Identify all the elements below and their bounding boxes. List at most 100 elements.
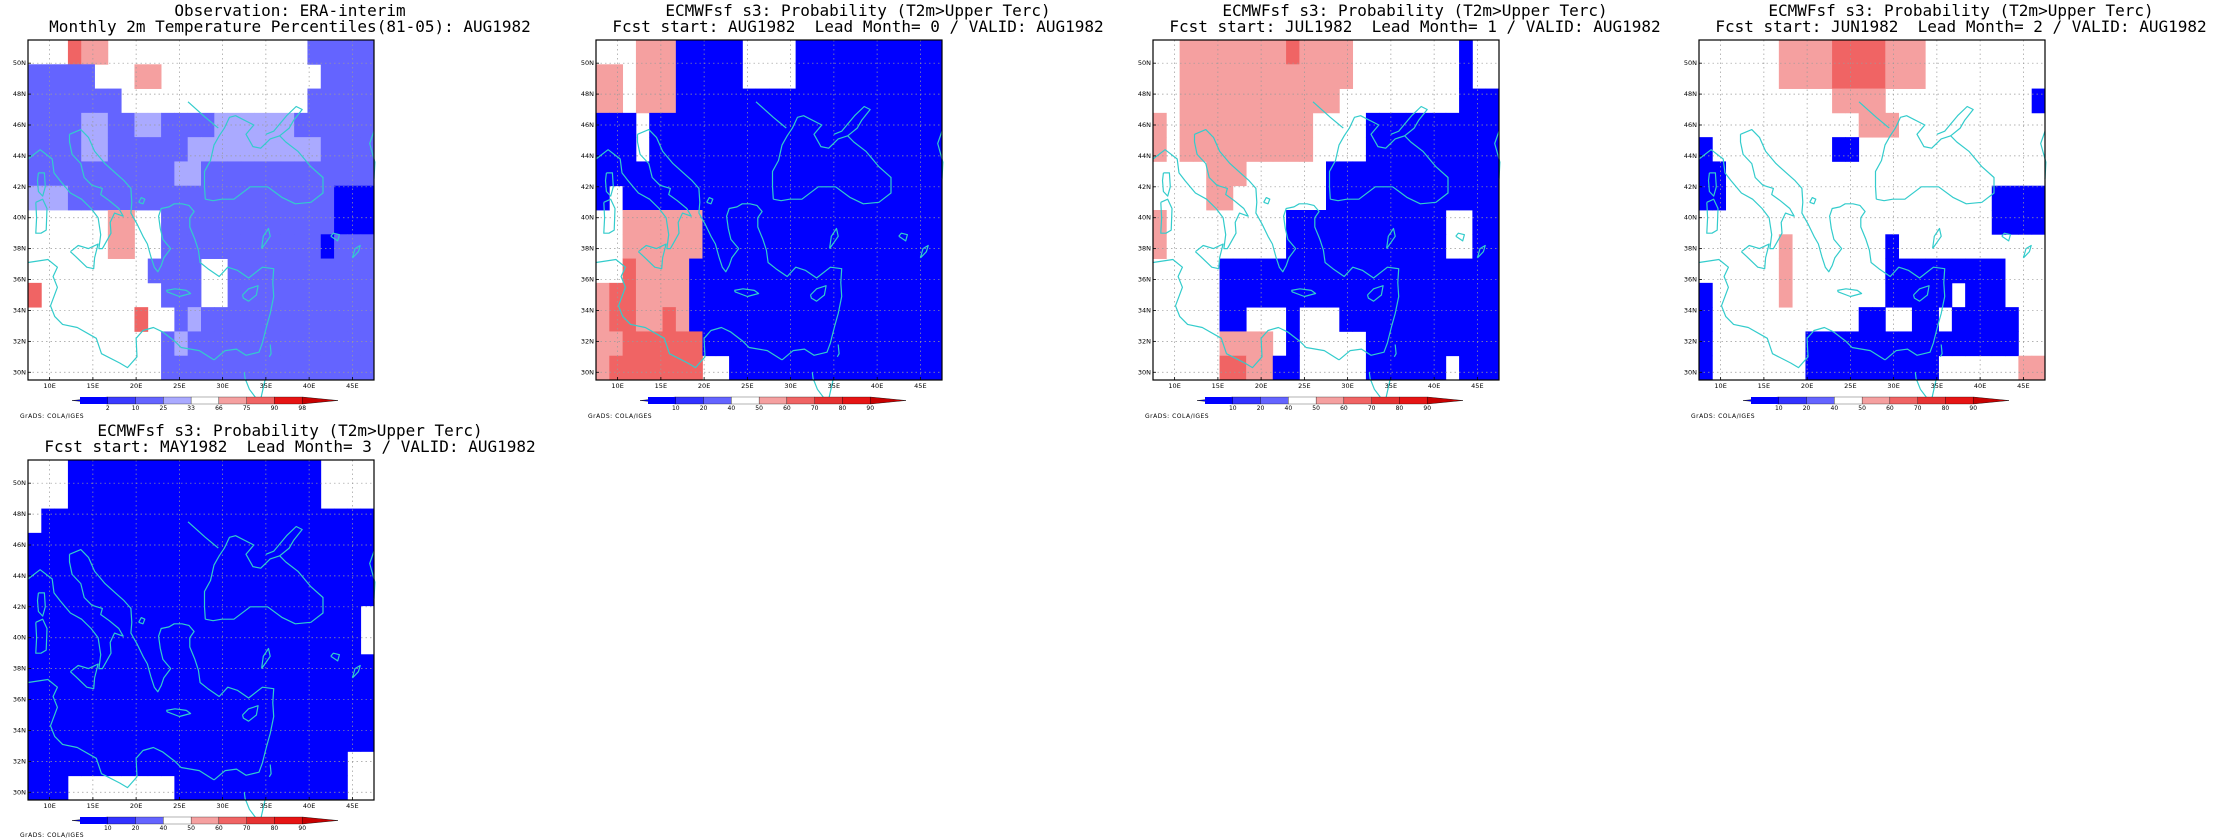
grid-cell (888, 234, 903, 259)
grid-cell (729, 355, 743, 381)
grads-credit: GrADS: COLA/IGES (20, 413, 85, 420)
coastline (1698, 134, 1795, 250)
grid-cell (121, 161, 135, 187)
grid-cell (214, 112, 229, 138)
grid-cell (107, 161, 122, 187)
lat-tick-label: 34N (581, 306, 594, 314)
grid-cell (267, 112, 282, 138)
grid-cell (1219, 331, 1234, 357)
grid-cell (227, 557, 242, 582)
grid-cell (121, 234, 135, 259)
coastline (187, 101, 219, 129)
grid-cell (280, 161, 295, 187)
grid-cell (1419, 234, 1433, 259)
grid-cell (240, 775, 255, 801)
grid-cell (1832, 64, 1846, 89)
legend-label: 50 (1312, 405, 1320, 412)
grid-cell (1818, 40, 1833, 65)
grid-cell (1485, 282, 1500, 308)
grid-cell (240, 484, 255, 509)
coastline (1263, 197, 1271, 205)
grid-cell (201, 460, 215, 485)
grid-cell (147, 185, 162, 211)
grid-cell (201, 355, 215, 381)
grid-cell (1978, 307, 1993, 332)
grid-cell (174, 484, 189, 509)
grid-cell (1699, 307, 1713, 332)
grid-cell (267, 581, 282, 607)
legend-swatch (107, 816, 136, 825)
grid-cell (848, 210, 863, 235)
grid-cell (928, 234, 943, 259)
coastline (69, 243, 99, 270)
grid-cell (41, 557, 56, 582)
grid-cell (201, 630, 215, 655)
grid-cell (360, 258, 375, 284)
grid-cell (1365, 112, 1380, 138)
grid-cell (134, 64, 149, 89)
grid-cell (1405, 258, 1420, 284)
grid-cell (1365, 355, 1380, 381)
grid-cell (1352, 234, 1367, 259)
grid-cell (795, 210, 810, 235)
grid-cell (107, 678, 122, 704)
grid-cell (134, 557, 149, 582)
grid-cell (609, 137, 624, 162)
grid-cell (782, 282, 797, 308)
grid-cell (280, 581, 295, 607)
grid-cell (1392, 307, 1407, 332)
lon-tick-label: 15E (87, 382, 99, 390)
legend-label: 10 (1229, 405, 1237, 412)
grid-cell (294, 460, 308, 485)
legend-label: 2 (106, 405, 110, 412)
panel-observation: Observation: ERA-interim Monthly 2m Temp… (10, 0, 570, 420)
grid-cell (1911, 40, 1926, 65)
grid-cell (227, 331, 242, 357)
grid-cell (240, 307, 255, 332)
grid-cell (1911, 64, 1926, 89)
grid-cell (1699, 161, 1713, 187)
grid-cell (347, 185, 362, 211)
grid-cell (1419, 185, 1433, 211)
grid-cell (121, 727, 135, 752)
lat-tick-label: 38N (13, 245, 26, 253)
grid-cell (227, 532, 242, 558)
grid-cell (201, 210, 215, 235)
legend-swatch (163, 396, 192, 405)
coastline (36, 592, 46, 617)
grid-cell (240, 161, 255, 187)
grid-cell (689, 185, 703, 211)
grid-cell (360, 557, 375, 582)
grid-cell (862, 137, 876, 162)
grid-cell (294, 282, 308, 308)
grid-cell (1845, 137, 1860, 162)
grid-cell (675, 258, 690, 284)
grid-cell (1845, 88, 1860, 114)
coastline (138, 617, 146, 625)
grid-cell (1379, 258, 1393, 284)
grid-cell (214, 355, 229, 381)
lat-tick-label: 38N (581, 245, 594, 253)
grid-cell (294, 484, 308, 509)
legend-label: 90 (298, 825, 306, 832)
grid-cell (28, 727, 42, 752)
grid-cell (1232, 88, 1247, 114)
grid-cell (1379, 210, 1393, 235)
grid-cell (134, 678, 149, 704)
grid-cell (635, 355, 650, 381)
grid-cell (596, 64, 610, 89)
grid-cell (915, 137, 930, 162)
grid-cell (307, 751, 322, 777)
grid-cell (622, 161, 637, 187)
legend-label: 80 (1396, 405, 1404, 412)
grid-cell (1485, 88, 1500, 114)
grid-cell (294, 137, 308, 162)
legend-label: 40 (160, 825, 168, 832)
grid-cell (915, 88, 930, 114)
grid-cell (782, 355, 797, 381)
grid-cell (280, 137, 295, 162)
grid-cell (1286, 88, 1300, 114)
coastline (1939, 344, 1943, 358)
grid-cell (1299, 40, 1314, 65)
grid-cell (320, 185, 335, 211)
